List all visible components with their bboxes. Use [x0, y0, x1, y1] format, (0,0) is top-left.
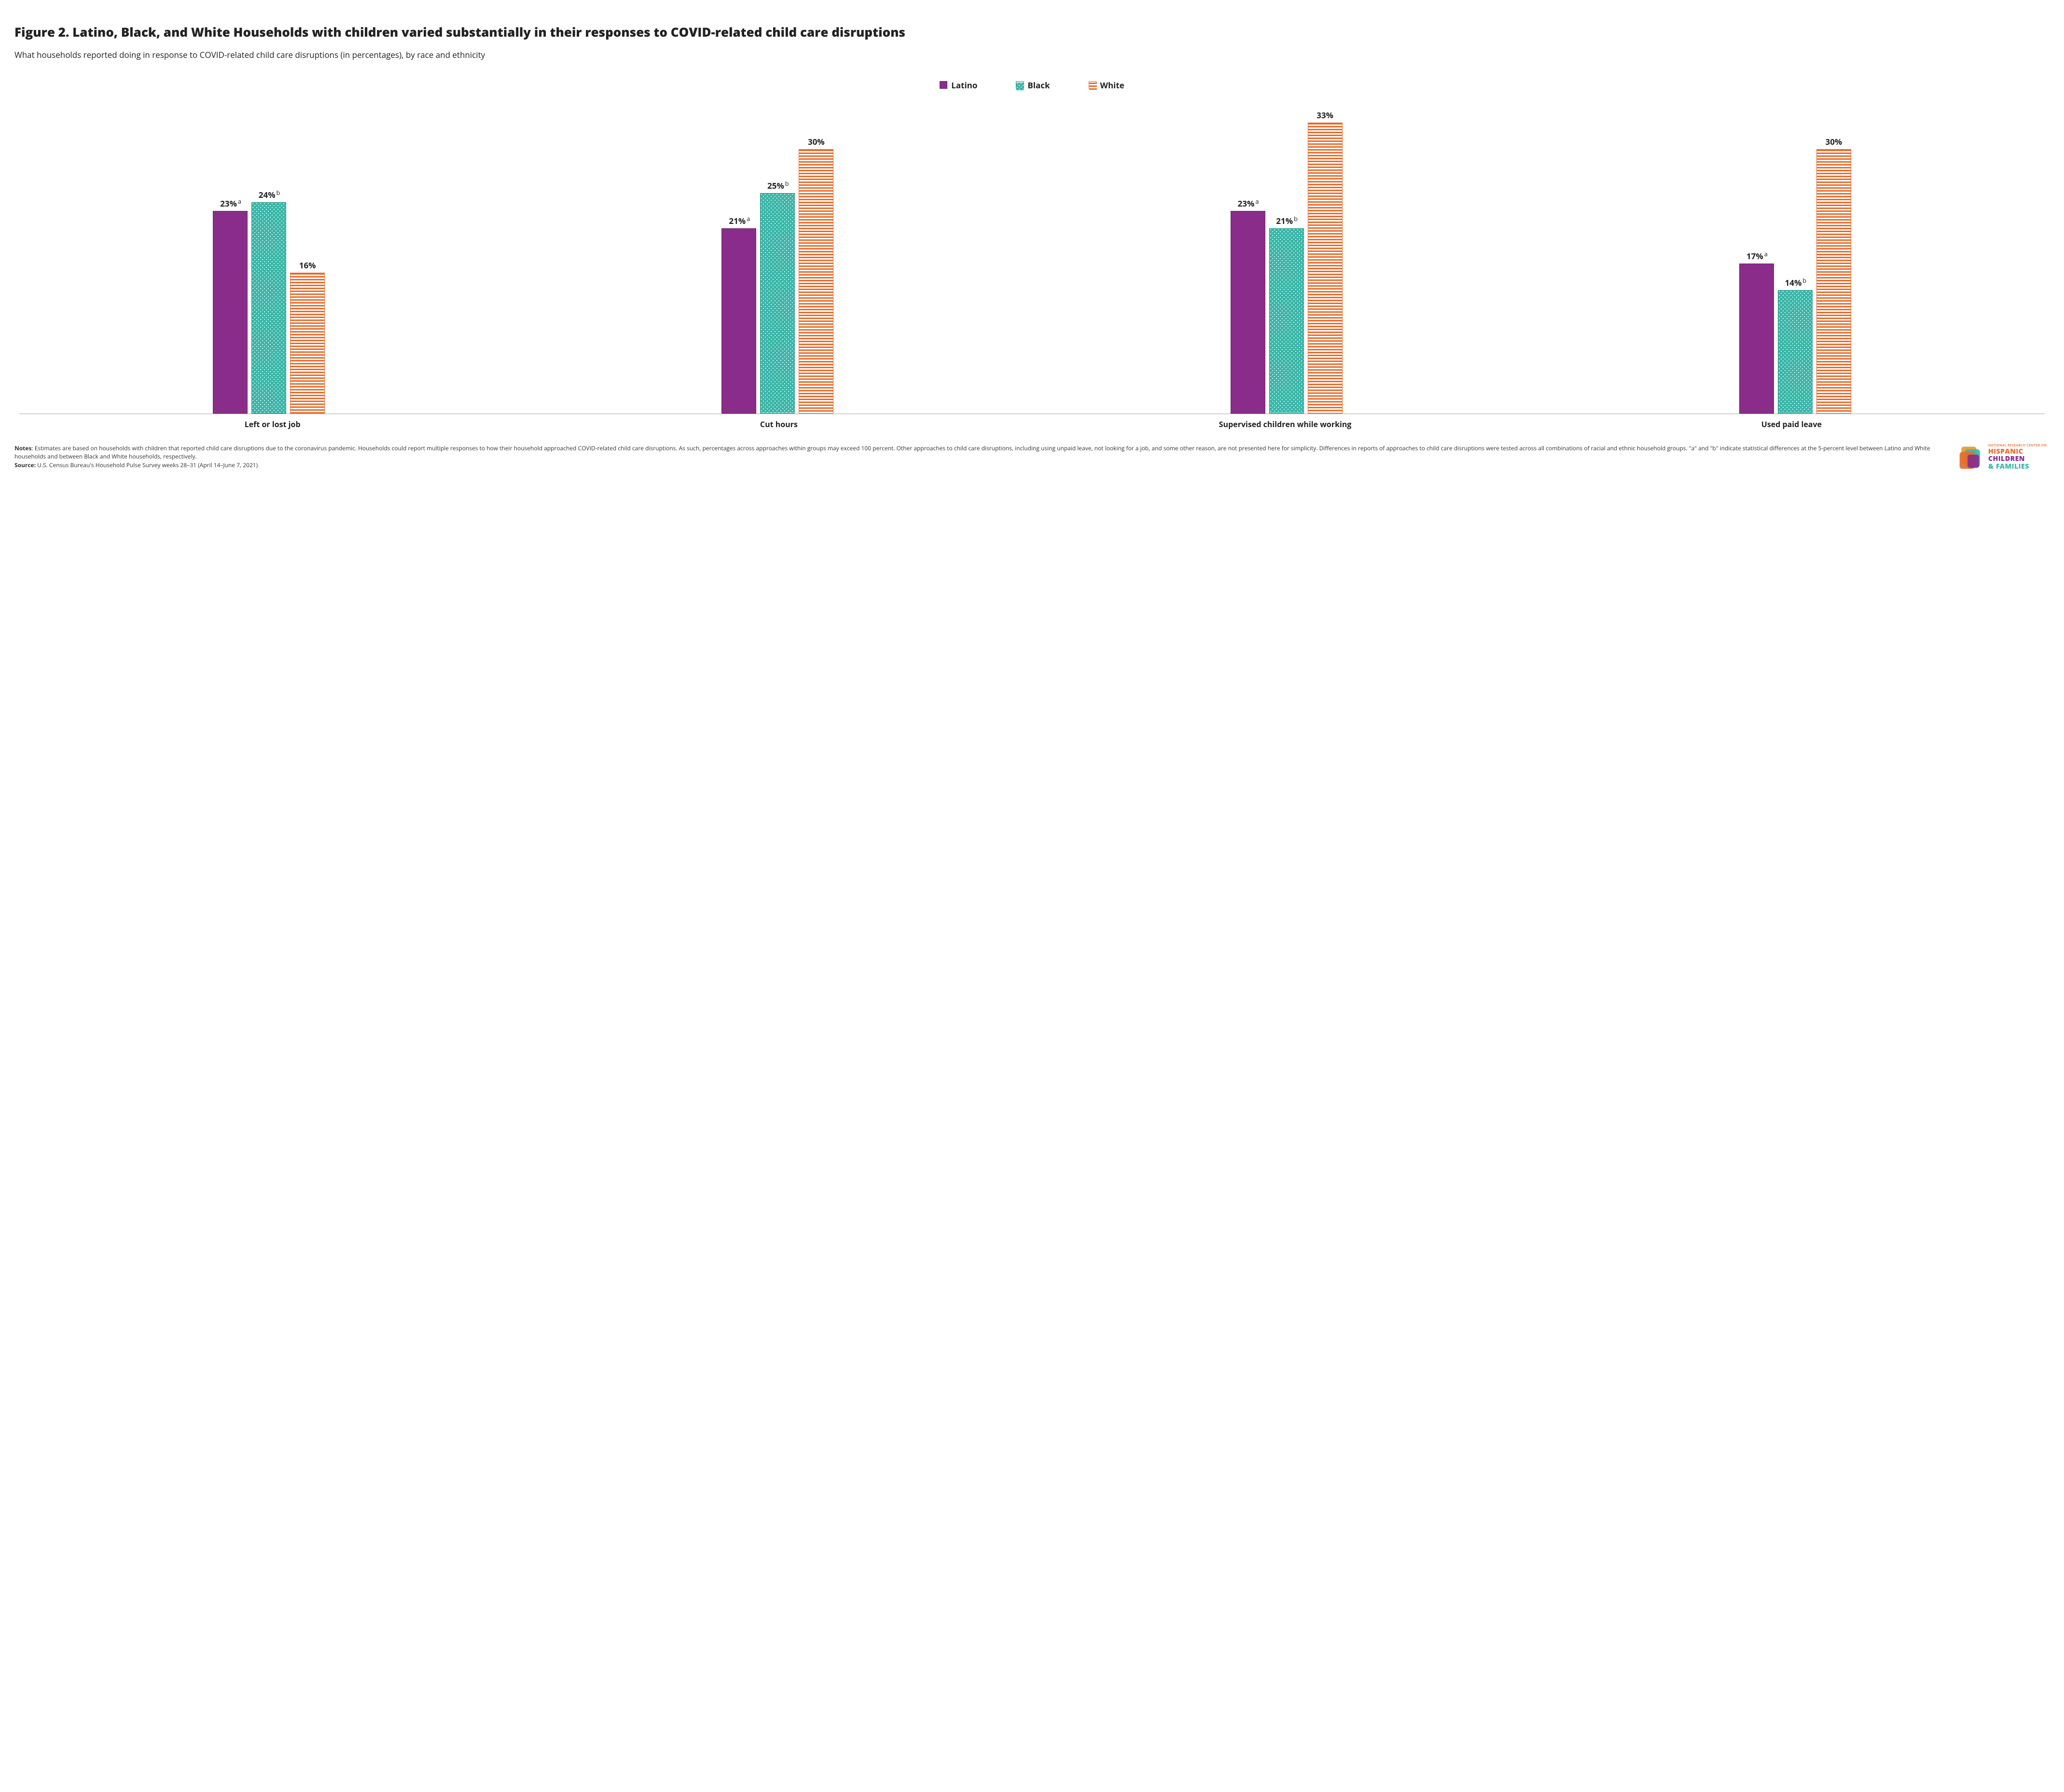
bar-slot: 30% [799, 105, 833, 414]
legend: Latino Black White [14, 80, 2050, 91]
notes-block: Notes: Estimates are based on households… [14, 444, 1943, 469]
bar-value-label: 21%a [722, 215, 756, 226]
legend-label: Black [1027, 80, 1050, 91]
bar: 25%b [760, 193, 795, 413]
bar-value-label: 14%b [1778, 277, 1812, 288]
org-logo: NATIONAL RESEARCH CENTER ON HISPANIC CHI… [1958, 444, 2050, 471]
bar-slot: 14%b [1778, 105, 1813, 414]
bar-value-label: 21%b [1270, 215, 1303, 226]
bar: 23%a [213, 211, 248, 414]
bar: 21%b [1269, 228, 1304, 413]
bar-value-label: 33% [1308, 110, 1342, 121]
bar-group: 17%a14%b30% [1546, 105, 2045, 414]
bar: 33% [1308, 123, 1343, 413]
bar-slot: 23%a [1231, 105, 1265, 414]
legend-label: Latino [951, 80, 977, 91]
figure-title: Figure 2. Latino, Black, and White House… [14, 24, 2050, 41]
bar-value-label: 30% [799, 136, 833, 147]
bar-value-label: 23%a [213, 198, 247, 209]
bar-slot: 24%b [251, 105, 286, 414]
bar: 14%b [1778, 290, 1813, 414]
notes-body: : Estimates are based on households with… [14, 444, 1930, 460]
legend-swatch-icon [940, 81, 947, 89]
bar-group: 23%a24%b16% [19, 105, 518, 414]
bar-slot: 16% [290, 105, 325, 414]
logo-mark-icon [1958, 444, 1984, 471]
bar-value-label: 30% [1817, 136, 1851, 147]
legend-swatch-icon [1016, 81, 1024, 89]
bar-value-label: 17%a [1740, 250, 1773, 262]
bar-slot: 21%a [721, 105, 756, 414]
legend-label: White [1100, 80, 1124, 91]
bar-group: 21%a25%b30% [528, 105, 1027, 414]
bar-slot: 25%b [760, 105, 795, 414]
logo-line4: & FAMILIES [1988, 463, 2047, 470]
notes-label: Notes [14, 444, 31, 452]
bar: 17%a [1739, 264, 1774, 413]
legend-swatch-icon [1089, 81, 1096, 89]
category-labels-row: Left or lost job Cut hours Supervised chil… [19, 419, 2045, 430]
bar: 24%b [251, 202, 286, 414]
legend-item: Latino [940, 80, 977, 91]
chart-area: 23%a24%b16%21%a25%b30%23%a21%b33%17%a14%… [14, 105, 2050, 430]
logo-text: NATIONAL RESEARCH CENTER ON HISPANIC CHI… [1988, 444, 2047, 470]
bar-value-label: 23%a [1231, 198, 1265, 209]
bar: 21%a [721, 228, 756, 413]
bar-value-label: 24%b [252, 189, 286, 200]
bar: 30% [1816, 149, 1851, 414]
bar-slot: 17%a [1739, 105, 1774, 414]
source-body: U.S. Census Bureau's Household Pulse Sur… [36, 461, 258, 469]
bar-slot: 33% [1308, 105, 1343, 414]
bar-slot: 23%a [213, 105, 248, 414]
legend-item: Black [1016, 80, 1050, 91]
bar: 16% [290, 273, 325, 414]
bar: 23%a [1231, 211, 1265, 414]
bar-group: 23%a21%b33% [1037, 105, 1536, 414]
category-label: Left or lost job [24, 419, 521, 430]
source-label: Source: [14, 461, 36, 469]
bar-value-label: 25%b [761, 180, 794, 191]
figure-subtitle: What households reported doing in respon… [14, 49, 2050, 60]
category-label: Supervised children while working [1037, 419, 1534, 430]
legend-item: White [1089, 80, 1124, 91]
bar-slot: 30% [1816, 105, 1851, 414]
bar-slot: 21%b [1269, 105, 1304, 414]
bar: 30% [799, 149, 833, 414]
bar-value-label: 16% [291, 260, 324, 271]
category-label: Cut hours [530, 419, 1027, 430]
category-label: Used paid leave [1543, 419, 2040, 430]
bar-chart: 23%a24%b16%21%a25%b30%23%a21%b33%17%a14%… [19, 105, 2045, 414]
